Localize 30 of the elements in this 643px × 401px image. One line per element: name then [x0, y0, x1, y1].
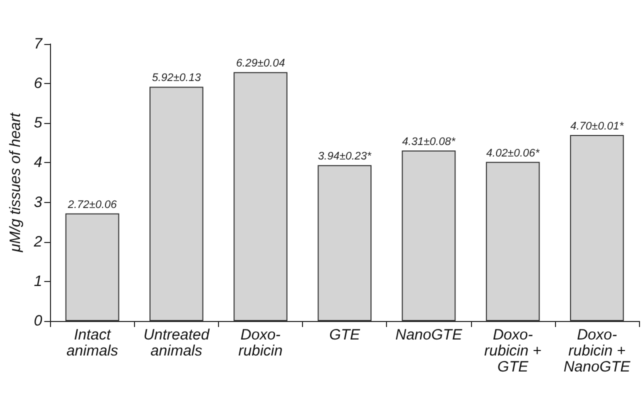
x-tick-label: Doxo- rubicin + GTE	[484, 326, 542, 376]
y-axis-title: μM/g tissues of heart	[7, 112, 24, 254]
bar	[149, 86, 204, 321]
x-tick-label: NanoGTE	[395, 326, 464, 344]
data-label: 4.70±0.01*	[570, 120, 624, 133]
data-label: 6.29±0.04	[236, 58, 285, 70]
bar	[570, 135, 624, 321]
x-tick-label: Doxo- rubicin	[238, 326, 283, 360]
bar	[318, 165, 372, 321]
data-label: 4.31±0.08*	[402, 136, 456, 148]
data-label: 3.94±0.23*	[318, 150, 372, 163]
x-tick-label: Intact animals	[66, 326, 119, 360]
y-tick-label: 0	[34, 312, 43, 330]
x-tick-label: Untreated animals	[143, 326, 210, 360]
data-label: 4.02±0.06*	[486, 147, 540, 160]
y-tick-label: 7	[34, 36, 43, 52]
data-label: 5.92±0.13	[152, 72, 202, 84]
bar	[234, 72, 288, 321]
bar	[402, 150, 456, 321]
x-tick-label: Doxo- rubicin + NanoGTE	[564, 326, 632, 376]
bar	[65, 213, 120, 321]
y-tick-label: 3	[34, 194, 43, 211]
y-tick-label: 2	[32, 233, 43, 250]
y-tick-label: 4	[34, 154, 42, 172]
y-tick-label: 5	[34, 114, 43, 132]
y-tick-label: 6	[34, 75, 43, 92]
bar	[486, 162, 540, 321]
x-tick-label: GTE	[329, 326, 362, 344]
data-label: 2.72±0.06	[66, 198, 118, 211]
y-tick-label: 1	[34, 272, 42, 290]
